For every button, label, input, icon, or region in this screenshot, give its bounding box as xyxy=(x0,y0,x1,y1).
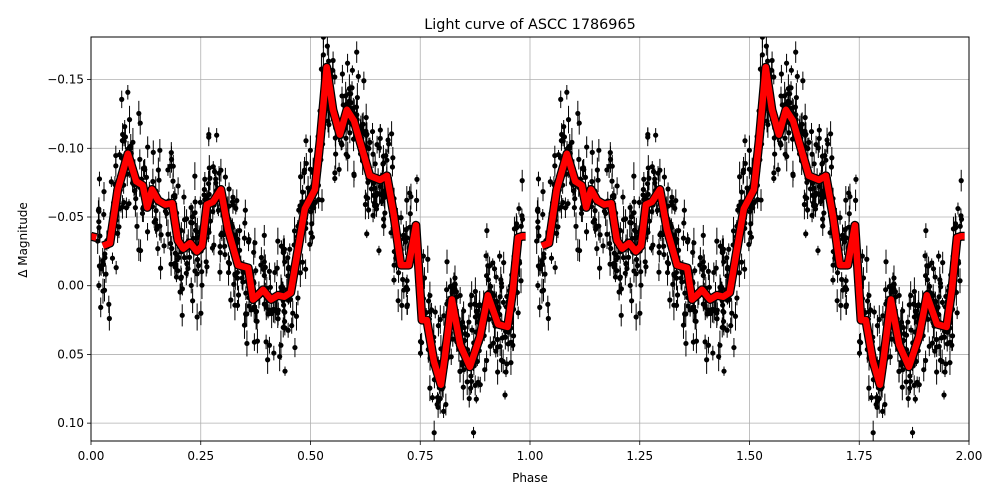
x-tick-label: 1.75 xyxy=(846,449,873,463)
y-tick-label: 0.10 xyxy=(57,416,84,430)
x-tick-label: 0.25 xyxy=(187,449,214,463)
x-tick-label: 2.00 xyxy=(956,449,983,463)
y-axis-label: Δ Magnitude xyxy=(16,202,30,278)
chart-title: Light curve of ASCC 1786965 xyxy=(424,17,636,33)
model-line xyxy=(91,233,98,241)
x-tick-label: 1.00 xyxy=(517,449,544,463)
y-tick-label: 0.00 xyxy=(57,279,84,293)
x-tick-label: 0.00 xyxy=(78,449,105,463)
x-tick-label: 1.50 xyxy=(736,449,763,463)
model-line xyxy=(101,63,526,388)
y-tick-label: −0.10 xyxy=(47,141,84,155)
y-tick-label: 0.05 xyxy=(57,347,84,361)
model-curve xyxy=(91,62,966,390)
y-axis-ticks: −0.15 −0.10 −0.05 0.00 0.05 0.10 xyxy=(47,73,91,430)
x-tick-label: 1.25 xyxy=(626,449,653,463)
model-line xyxy=(540,63,965,388)
x-tick-label: 0.75 xyxy=(407,449,434,463)
x-axis-label: Phase xyxy=(512,471,548,485)
y-tick-label: −0.05 xyxy=(47,210,84,224)
x-tick-label: 0.50 xyxy=(297,449,324,463)
x-axis-ticks: 0.00 0.25 0.50 0.75 1.00 1.25 1.50 1.75 2.00 xyxy=(78,441,983,463)
y-tick-label: −0.15 xyxy=(47,73,84,87)
